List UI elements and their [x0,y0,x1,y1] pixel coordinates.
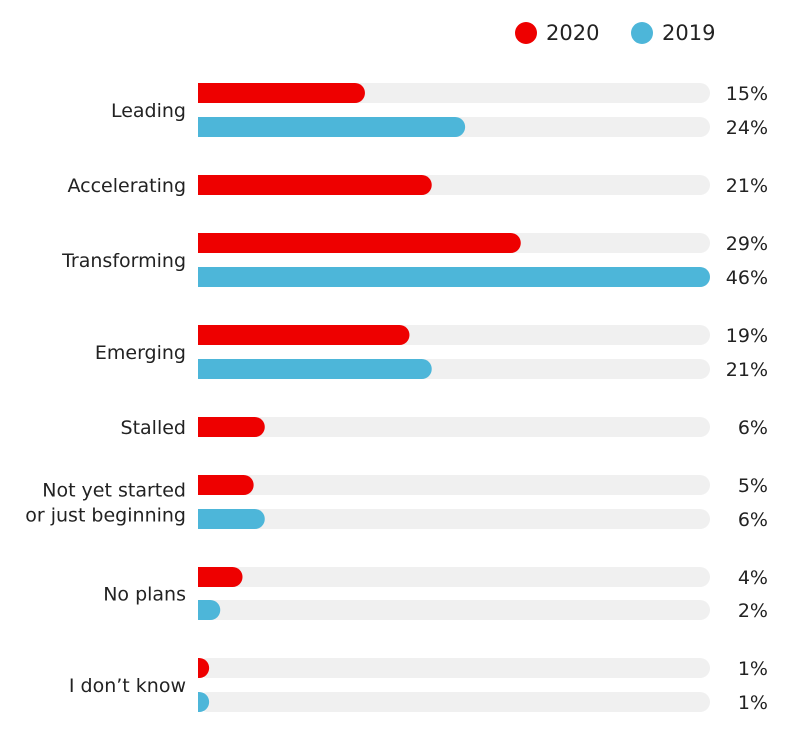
bar-2020 [198,417,265,437]
legend-swatch-2019 [631,22,653,44]
bar-2020 [198,325,410,345]
bar-2019 [198,692,210,712]
bar-2020 [198,567,243,587]
bar-track [198,509,710,529]
category-label: No plans [103,584,186,606]
category-label: Stalled [121,417,186,439]
bar-track [198,692,710,712]
category-label: Transforming [61,250,186,272]
value-label: 21% [726,359,768,381]
value-label: 1% [738,658,768,680]
legend-swatch-2020 [515,22,537,44]
category-label: I don’t know [69,675,186,697]
value-label: 19% [726,325,768,347]
value-label: 2% [738,600,768,622]
category-label: Not yet started [42,480,186,502]
value-label: 4% [738,567,768,589]
value-label: 6% [738,509,768,531]
bar-track [198,658,710,678]
bar-track [198,567,710,587]
value-label: 46% [726,267,768,289]
value-label: 15% [726,83,768,105]
value-label: 24% [726,117,768,139]
category-label: Accelerating [68,175,187,197]
value-label: 1% [738,692,768,714]
legend-label-2019: 2019 [662,21,715,45]
category-label: Leading [111,100,186,122]
value-label: 5% [738,475,768,497]
bar-2020 [198,658,210,678]
bar-track [198,600,710,620]
category-label: Emerging [95,342,186,364]
bar-2019 [198,600,221,620]
bar-2019 [198,509,265,529]
bar-2020 [198,83,365,103]
value-label: 29% [726,233,768,255]
bar-2020 [198,233,521,253]
bar-2019 [198,117,466,137]
bar-2020 [198,475,254,495]
value-label: 21% [726,175,768,197]
bar-2020 [198,175,432,195]
bar-track [198,475,710,495]
bar-2019 [198,267,710,287]
value-label: 6% [738,417,768,439]
bar-2019 [198,359,432,379]
category-label: or just beginning [25,505,186,527]
bar-track [198,417,710,437]
legend-label-2020: 2020 [546,21,599,45]
